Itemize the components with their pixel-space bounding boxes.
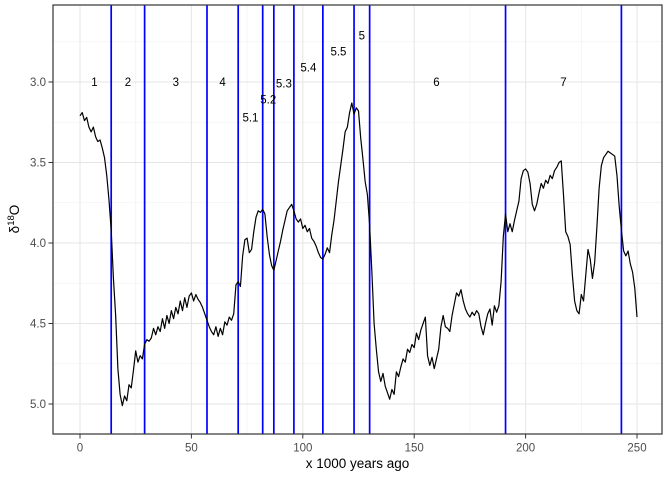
stage-label-1: 1 bbox=[91, 77, 97, 89]
d18o-curve bbox=[79, 102, 638, 407]
stage-label-5.1: 5.1 bbox=[242, 112, 258, 124]
x-tick-label-0: 0 bbox=[77, 443, 83, 455]
stage-label-3: 3 bbox=[173, 77, 179, 89]
axis-tick-marks bbox=[48, 81, 638, 439]
y-tick-label-4.5: 4.5 bbox=[30, 319, 46, 331]
stage-label-4: 4 bbox=[219, 77, 226, 89]
stage-label-2: 2 bbox=[125, 77, 131, 89]
y-axis-title: δ18O bbox=[6, 205, 22, 234]
y-axis-tick-labels: 3.0 3.5 4.0 4.5 5.0 bbox=[30, 77, 46, 411]
x-axis-title: x 1000 years ago bbox=[306, 456, 410, 471]
x-axis-tick-labels: 0 50 100 150 200 250 bbox=[77, 443, 647, 455]
stage-labels: 1 2 3 4 5.15.25.3 5.4 5.5 5 6 7 bbox=[91, 30, 566, 124]
x-tick-label-100: 100 bbox=[293, 443, 312, 455]
x-tick-label-150: 150 bbox=[405, 443, 424, 455]
x-tick-label-200: 200 bbox=[516, 443, 535, 455]
stage-label-5.4: 5.4 bbox=[300, 63, 317, 75]
stage-label-5: 5 bbox=[359, 30, 365, 42]
stage-label-5.5: 5.5 bbox=[330, 46, 346, 58]
gridlines-major bbox=[53, 5, 662, 434]
stage-label-7: 7 bbox=[560, 77, 566, 89]
gridlines-minor bbox=[53, 5, 662, 434]
y-tick-label-5.0: 5.0 bbox=[30, 399, 46, 411]
y-tick-label-3.5: 3.5 bbox=[30, 158, 46, 170]
plot-panel bbox=[53, 5, 662, 434]
x-tick-label-250: 250 bbox=[627, 443, 646, 455]
stage-label-5.3: 5.3 bbox=[276, 79, 292, 91]
panel-border bbox=[52, 4, 663, 435]
x-tick-label-50: 50 bbox=[185, 443, 198, 455]
stage-label-6: 6 bbox=[433, 77, 439, 89]
y-tick-label-3.0: 3.0 bbox=[30, 77, 46, 89]
stage-label-5.2: 5.2 bbox=[260, 95, 276, 107]
y-tick-label-4.0: 4.0 bbox=[30, 238, 46, 250]
